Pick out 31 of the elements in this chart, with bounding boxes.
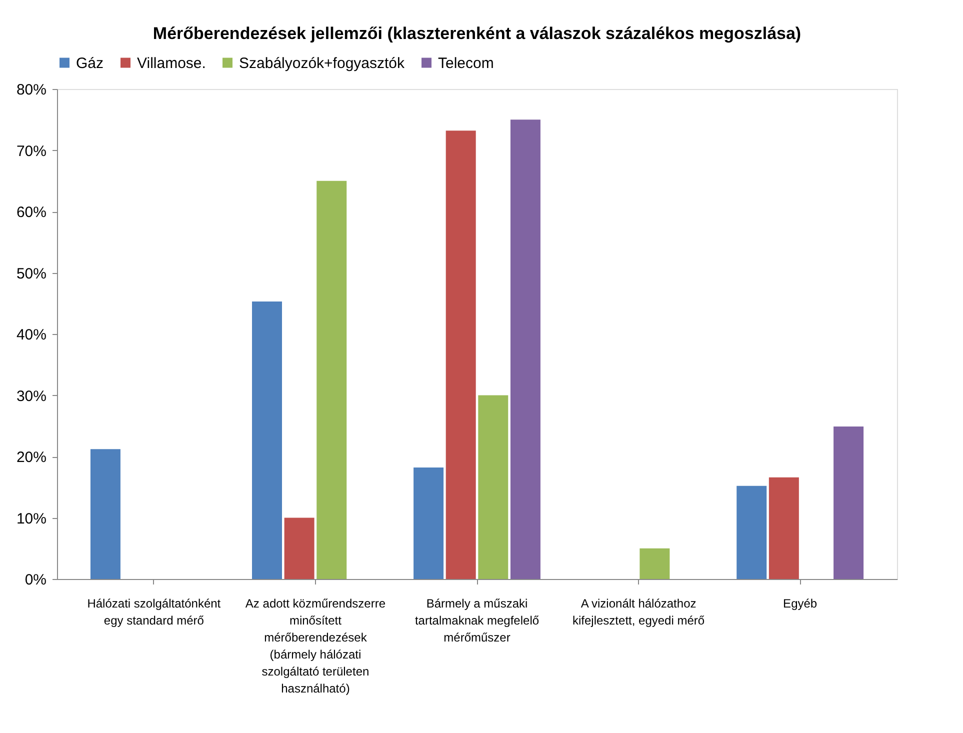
bar xyxy=(478,395,508,579)
legend-label: Gáz xyxy=(76,54,104,72)
bar xyxy=(736,486,767,579)
bar xyxy=(510,120,540,579)
y-tick-label: 60% xyxy=(16,204,46,221)
bar xyxy=(284,518,314,579)
bar xyxy=(90,449,120,579)
legend-label: Telecom xyxy=(438,54,494,72)
y-tick-label: 10% xyxy=(16,510,46,528)
y-tick-label: 70% xyxy=(16,142,46,160)
bar xyxy=(768,477,799,579)
bar xyxy=(252,302,282,579)
x-tick-label: Bármely a műszaki tartalmaknak megfelelő mérőműszer xyxy=(414,596,540,644)
y-tick-label: 40% xyxy=(16,326,46,344)
legend-label: Szabályozók+fogyasztók xyxy=(239,54,406,72)
bar xyxy=(834,426,864,579)
y-tick-label: 80% xyxy=(16,82,46,98)
chart-title: Mérőberendezések jellemzői (klaszterenként a válaszok százalékos megoszlása) xyxy=(152,24,802,43)
y-tick-label: 20% xyxy=(16,449,46,466)
x-tick-label: Egyéb xyxy=(783,596,818,610)
x-tick-label: Az adott közműrendszerre minősített mérőberendezések (bármely hálózati szolgáltató területen használható) xyxy=(245,596,386,696)
y-tick-label: 0% xyxy=(24,572,46,588)
x-tick-label: Hálózati szolgáltatónként egy standard mérő xyxy=(87,596,222,628)
y-tick-label: 50% xyxy=(16,265,46,282)
bar xyxy=(640,548,670,579)
y-tick-label: 30% xyxy=(16,388,46,405)
bar xyxy=(446,130,476,579)
bar xyxy=(316,180,347,579)
legend-label: Villamose. xyxy=(137,54,206,72)
bar xyxy=(414,468,444,579)
x-tick-label: A vizionált hálózathoz kifejlesztett, egyedi mérő xyxy=(572,596,705,628)
